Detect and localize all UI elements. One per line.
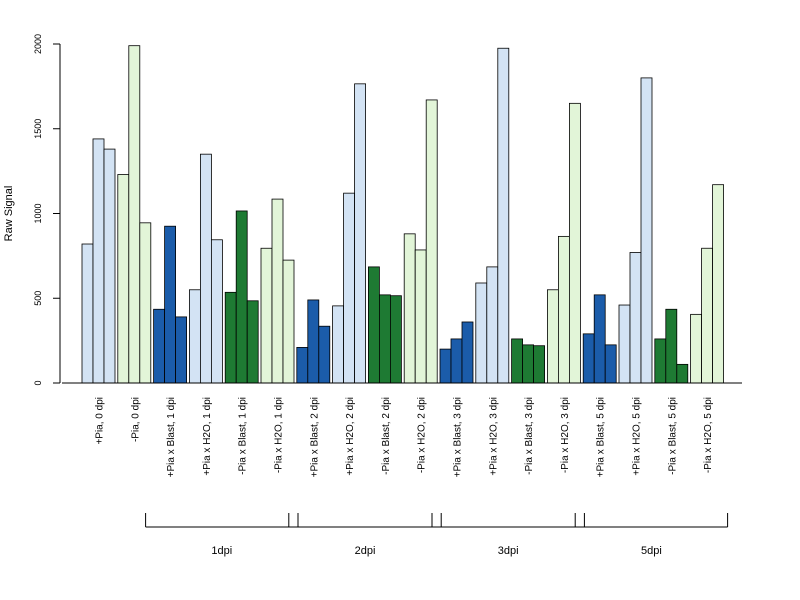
- category-label: -Pia x Blast, 3 dpi: [524, 397, 535, 475]
- bar: [188, 289, 201, 384]
- bar: [128, 45, 141, 384]
- bar: [139, 222, 152, 384]
- category-label: +Pia x H2O, 1 dpi: [202, 397, 213, 476]
- category-label: +Pia x H2O, 2 dpi: [345, 397, 356, 476]
- bar: [604, 344, 617, 384]
- y-axis: 0 500 1000 1500 2000: [33, 34, 61, 386]
- category-label: +Pia, 0 dpi: [95, 397, 106, 445]
- bar: [690, 313, 702, 384]
- y-axis-title: Raw Signal: [3, 186, 15, 242]
- bar: [403, 233, 416, 384]
- category-label: -Pia x Blast, 5 dpi: [667, 397, 678, 475]
- bar: [153, 308, 166, 384]
- bar: [533, 345, 545, 384]
- category-label: -Pia x H2O, 5 dpi: [703, 397, 714, 473]
- bar: [307, 299, 320, 384]
- category-label: +Pia x H2O, 5 dpi: [632, 397, 643, 476]
- bar: [199, 153, 212, 384]
- bar: [475, 282, 488, 384]
- bar: [92, 138, 105, 384]
- bar: [260, 247, 273, 384]
- bar: [175, 316, 188, 384]
- bar: [439, 348, 452, 384]
- bar: [224, 291, 237, 384]
- bar: [582, 333, 595, 384]
- category-label: +Pia x Blast, 1 dpi: [166, 397, 177, 477]
- bar: [210, 239, 223, 384]
- bar-series: [81, 45, 724, 384]
- bar: [367, 266, 380, 384]
- bar: [486, 266, 499, 384]
- category-label: +Pia x H2O, 3 dpi: [488, 397, 499, 476]
- bar: [522, 344, 534, 384]
- category-label: -Pia x Blast, 1 dpi: [238, 397, 249, 475]
- bar: [654, 338, 667, 384]
- bar: [676, 363, 689, 384]
- bar: [425, 99, 438, 384]
- category-label: -Pia x H2O, 3 dpi: [560, 397, 571, 473]
- category-label: -Pia x H2O, 1 dpi: [274, 397, 285, 473]
- group-label: 2dpi: [355, 545, 376, 557]
- group-brackets: 1dpi 2dpi 3dpi 5dpi: [145, 513, 729, 557]
- bar: [497, 47, 510, 384]
- y-tick-label: 1000: [33, 203, 43, 223]
- bar: [593, 294, 606, 384]
- bar: [511, 338, 524, 384]
- category-label: +Pia x Blast, 3 dpi: [453, 397, 464, 477]
- bar: [389, 295, 402, 384]
- bar: [629, 252, 642, 384]
- bar: [569, 102, 581, 384]
- category-label: +Pia x Blast, 5 dpi: [596, 397, 607, 477]
- bar: [414, 249, 427, 384]
- category-label: -Pia x H2O, 2 dpi: [417, 397, 428, 473]
- category-labels: +Pia, 0 dpi -Pia, 0 dpi +Pia x Blast, 1 dp…: [95, 397, 715, 477]
- group-label: 3dpi: [498, 545, 519, 557]
- bar: [450, 338, 463, 384]
- group-label: 5dpi: [641, 545, 662, 557]
- bar: [271, 198, 284, 384]
- bar: [558, 235, 570, 384]
- bar: [235, 210, 248, 384]
- bar: [343, 192, 356, 384]
- bar: [640, 77, 653, 384]
- category-label: +Pia x Blast, 2 dpi: [309, 397, 320, 477]
- category-label: -Pia, 0 dpi: [130, 397, 141, 442]
- y-tick-label: 0: [33, 380, 43, 385]
- group-label: 1dpi: [211, 545, 232, 557]
- bar: [332, 305, 345, 384]
- bar: [712, 184, 724, 384]
- bar: [81, 243, 94, 384]
- bar: [665, 308, 678, 384]
- y-tick-label: 500: [33, 291, 43, 306]
- bar: [164, 225, 177, 384]
- bar: [117, 174, 130, 384]
- bar: [354, 83, 367, 384]
- bar: [282, 259, 295, 384]
- y-tick-label: 1500: [33, 119, 43, 139]
- y-tick-label: 2000: [33, 34, 43, 54]
- bar: [701, 247, 713, 384]
- bar: [378, 294, 391, 384]
- bar: [246, 300, 259, 384]
- bar: [618, 304, 631, 384]
- bar: [296, 347, 309, 384]
- bar: [103, 148, 116, 384]
- bar: [318, 325, 331, 384]
- bar: [461, 321, 474, 384]
- category-label: -Pia x Blast, 2 dpi: [381, 397, 392, 475]
- bar: [547, 289, 559, 384]
